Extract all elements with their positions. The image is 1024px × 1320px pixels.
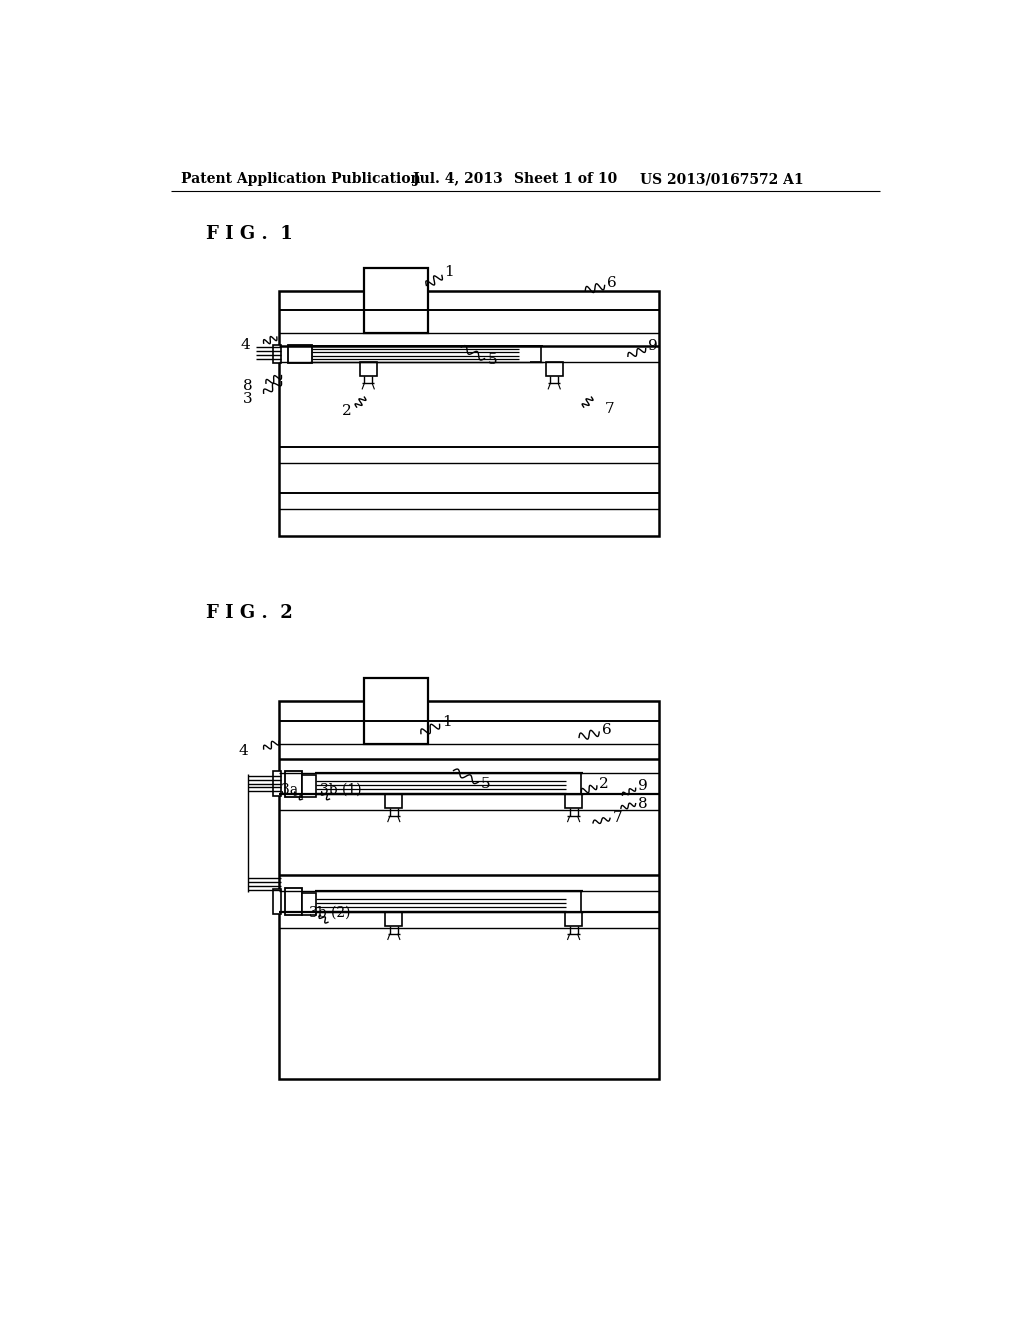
Text: 9: 9 bbox=[648, 339, 657, 354]
Bar bbox=[289, 345, 311, 363]
Text: 8: 8 bbox=[638, 797, 647, 810]
Text: 3a: 3a bbox=[282, 783, 299, 797]
Text: 7: 7 bbox=[604, 401, 614, 416]
Text: 2: 2 bbox=[342, 404, 351, 418]
Text: 3: 3 bbox=[243, 392, 252, 405]
Text: 6: 6 bbox=[602, 723, 612, 737]
Bar bbox=[286, 771, 302, 797]
Text: US 2013/0167572 A1: US 2013/0167572 A1 bbox=[640, 172, 803, 186]
Text: 3b (1): 3b (1) bbox=[321, 783, 361, 797]
Bar bbox=[302, 892, 316, 915]
Text: 1: 1 bbox=[442, 715, 452, 729]
Text: 9: 9 bbox=[638, 779, 648, 793]
Bar bbox=[385, 795, 402, 808]
Bar bbox=[286, 888, 302, 915]
Text: 7: 7 bbox=[612, 812, 622, 825]
Bar bbox=[302, 775, 316, 797]
Text: 3b (2): 3b (2) bbox=[309, 906, 351, 920]
Text: 8: 8 bbox=[243, 379, 252, 393]
Text: F I G .  1: F I G . 1 bbox=[206, 224, 292, 243]
Text: 5: 5 bbox=[487, 354, 498, 367]
Text: 4: 4 bbox=[241, 338, 250, 351]
Bar bbox=[280, 701, 658, 1078]
Bar bbox=[546, 362, 563, 376]
Bar bbox=[385, 912, 402, 927]
Text: Patent Application Publication: Patent Application Publication bbox=[180, 172, 420, 186]
Bar bbox=[273, 771, 281, 796]
Bar bbox=[273, 345, 281, 363]
Bar bbox=[365, 268, 428, 333]
Bar bbox=[365, 678, 428, 743]
Bar bbox=[565, 795, 583, 808]
Bar bbox=[273, 890, 281, 913]
Text: Sheet 1 of 10: Sheet 1 of 10 bbox=[514, 172, 617, 186]
Text: F I G .  2: F I G . 2 bbox=[206, 603, 292, 622]
Bar bbox=[359, 362, 377, 376]
Text: 1: 1 bbox=[444, 265, 454, 280]
Text: 5: 5 bbox=[480, 777, 490, 792]
Text: 6: 6 bbox=[607, 276, 616, 290]
Text: Jul. 4, 2013: Jul. 4, 2013 bbox=[414, 172, 503, 186]
Bar bbox=[565, 912, 583, 927]
Text: 4: 4 bbox=[238, 744, 248, 758]
Bar bbox=[280, 290, 658, 536]
Text: 2: 2 bbox=[599, 776, 609, 791]
